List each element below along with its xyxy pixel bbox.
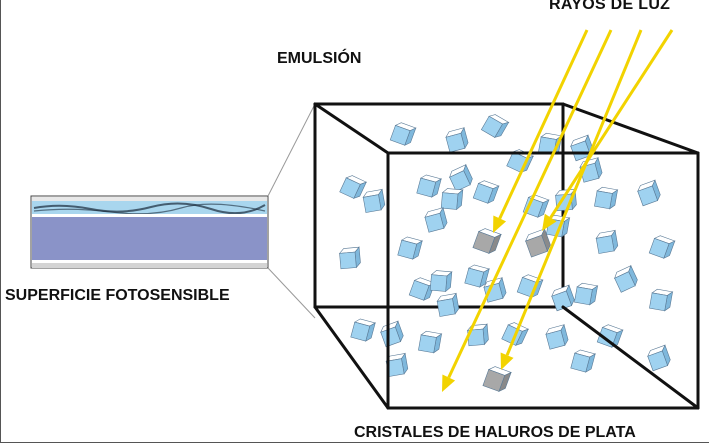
crystal xyxy=(467,324,489,346)
crystal xyxy=(649,288,672,311)
zoom-line-bottom xyxy=(268,268,315,318)
photosensitive-surface-label: SUPERFICIE FOTOSENSIBLE xyxy=(5,287,230,305)
zoom-line-top xyxy=(268,104,315,196)
exposed-crystal xyxy=(473,227,501,255)
crystal xyxy=(436,293,459,316)
crystal xyxy=(473,179,499,205)
film-base-layer xyxy=(32,217,267,260)
crystal xyxy=(351,318,375,342)
crystal xyxy=(613,266,640,293)
crystal xyxy=(571,349,595,373)
emulsion-label: EMULSIÓN xyxy=(277,50,361,68)
crystal xyxy=(481,112,508,139)
crystal xyxy=(362,189,385,212)
crystal xyxy=(649,234,675,260)
crystal xyxy=(448,165,475,192)
crystal xyxy=(424,208,448,232)
crystal xyxy=(398,236,422,260)
exposed-crystal xyxy=(483,365,511,393)
film-cross-section xyxy=(31,196,268,268)
crystal xyxy=(379,321,405,347)
silver-halide-crystals-label: CRISTALES DE HALUROS DE PLATA xyxy=(354,424,636,442)
crystal xyxy=(646,345,672,371)
crystal xyxy=(417,174,441,198)
light-ray xyxy=(442,30,611,392)
crystal xyxy=(574,282,597,305)
light-rays-label: RAYOS DE LUZ xyxy=(549,0,670,14)
crystal xyxy=(595,230,618,253)
crystal xyxy=(340,174,367,201)
crystal xyxy=(545,325,569,349)
box-edge xyxy=(315,307,388,408)
box-edge xyxy=(315,104,388,153)
crystal xyxy=(594,186,617,209)
crystal xyxy=(441,188,463,210)
crystal xyxy=(418,330,441,353)
crystal xyxy=(430,270,452,292)
light-ray xyxy=(501,30,641,370)
crystal xyxy=(390,121,416,147)
crystal xyxy=(445,128,469,152)
crystal xyxy=(636,180,662,206)
crystal xyxy=(339,247,361,269)
